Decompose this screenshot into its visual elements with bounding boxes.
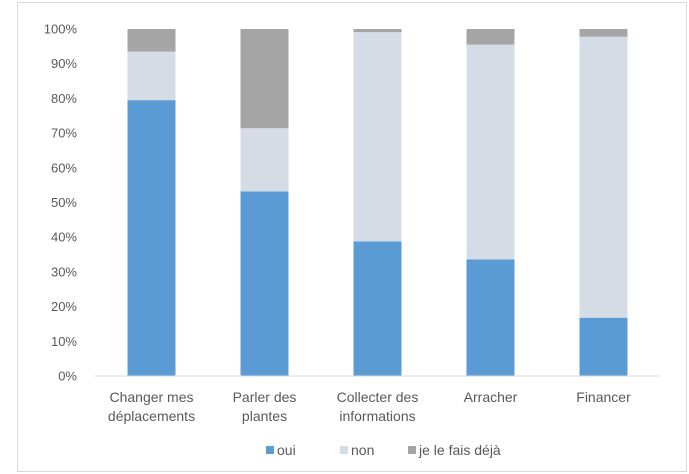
y-tick-label: 0% (58, 369, 77, 384)
y-tick-label: 20% (51, 299, 77, 314)
y-tick-label: 80% (51, 91, 77, 106)
x-category-label-line: informations (339, 408, 415, 424)
x-category-label: Arracher (464, 389, 518, 405)
x-category-label-line: plantes (242, 408, 287, 424)
y-tick-label: 10% (51, 334, 77, 349)
y-tick-label: 100% (44, 22, 78, 37)
x-category-label: Changer mes déplacements (108, 389, 195, 424)
legend-label: non (351, 442, 374, 458)
bar-segment-oui (466, 259, 515, 376)
x-category-label-line: déplacements (108, 408, 195, 424)
legend-swatch (266, 446, 274, 454)
x-category-label: Parler des plantes (233, 389, 297, 424)
x-category-label-line: Collecter des (337, 389, 419, 405)
x-category-label: Financer (576, 389, 631, 405)
legend-label: je le fais déjà (418, 442, 501, 458)
legend-swatch (408, 446, 416, 454)
bar-segment-non (127, 51, 176, 101)
bar-segment-non (240, 128, 289, 192)
legend: oui non je le fais déjà (266, 442, 501, 458)
x-category-label-line: Financer (576, 389, 631, 405)
bar-segment-non (466, 44, 515, 260)
bar-segment-je-le-fais-d-j- (579, 29, 628, 37)
bar-segment-je-le-fais-d-j- (240, 29, 289, 129)
y-tick-label: 30% (51, 264, 77, 279)
x-category-label-line: Changer mes (109, 389, 193, 405)
bar-segment-oui (127, 100, 176, 376)
legend-label: oui (277, 442, 296, 458)
bar-segment-je-le-fais-d-j- (353, 29, 402, 33)
bar-segment-oui (579, 317, 628, 376)
legend-swatch (340, 446, 348, 454)
y-tick-label: 40% (51, 230, 77, 245)
x-axis-category-labels: Changer mes déplacements Parler des plantes… (108, 389, 631, 424)
bar-segment-je-le-fais-d-j- (466, 29, 515, 45)
x-category-label: Collecter des informations (337, 389, 419, 424)
bar-segment-non (579, 36, 628, 318)
y-tick-label: 70% (51, 126, 77, 141)
bar-segment-oui (353, 241, 402, 376)
y-tick-label: 60% (51, 160, 77, 175)
x-category-label-line: Parler des (233, 389, 297, 405)
x-category-label-line: Arracher (464, 389, 518, 405)
bar-segment-non (353, 32, 402, 242)
y-axis-ticks: 0% 10% 20% 30% 40% 50% 60% 70% 80% 90% 100% (44, 22, 78, 384)
bar-segment-oui (240, 191, 289, 376)
y-tick-label: 50% (51, 195, 77, 210)
bar-segment-je-le-fais-d-j- (127, 29, 176, 52)
bars (127, 29, 628, 376)
y-tick-label: 90% (51, 56, 77, 71)
